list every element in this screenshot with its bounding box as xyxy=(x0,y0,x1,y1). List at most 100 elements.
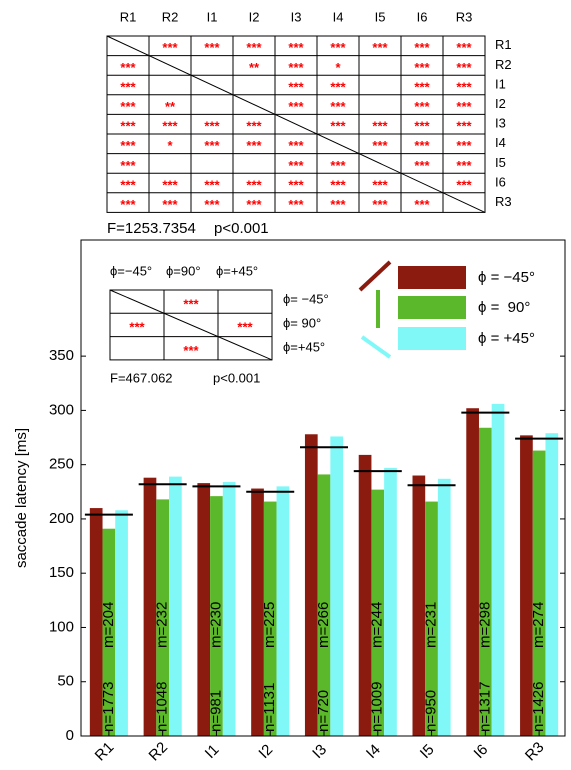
bar xyxy=(102,528,116,736)
sample-size-label: n=1009 xyxy=(369,682,386,732)
significance-stars: *** xyxy=(246,40,262,55)
matrix-diagonal xyxy=(106,35,486,213)
matrix-statistic: F=1253.7354 xyxy=(107,220,196,237)
bar xyxy=(466,408,479,736)
significance-stars: *** xyxy=(456,177,472,192)
bar xyxy=(143,477,157,736)
matrix-row-label: I4 xyxy=(495,135,506,150)
significance-stars: *** xyxy=(120,79,136,94)
significance-stars: *** xyxy=(330,99,346,114)
significance-stars: *** xyxy=(330,119,346,134)
bar xyxy=(491,403,505,736)
significance-stars: *** xyxy=(414,79,430,94)
legend-label: ϕ = +45° xyxy=(478,330,535,347)
x-tick-label: R2 xyxy=(145,739,171,765)
sample-size-label: n=1317 xyxy=(476,682,493,732)
plot-frame xyxy=(80,239,566,737)
significance-stars: *** xyxy=(183,296,199,311)
significance-stars: *** xyxy=(372,119,388,134)
significance-stars: *** xyxy=(204,177,220,192)
significance-stars: *** xyxy=(288,158,304,173)
significance-stars: *** xyxy=(414,99,430,114)
significance-stars: *** xyxy=(414,119,430,134)
significance-stars: ** xyxy=(249,60,260,75)
bar xyxy=(222,482,236,736)
sample-size-label: n=720 xyxy=(315,690,332,732)
inset-statistic: F=467.062 xyxy=(110,370,173,385)
inset-col-label: ϕ=−45° xyxy=(110,263,152,278)
significance-stars: *** xyxy=(456,119,472,134)
bar xyxy=(545,433,559,736)
inset-frame xyxy=(109,289,273,361)
significance-stars: *** xyxy=(120,197,136,212)
x-tick-label: I3 xyxy=(309,741,330,762)
mean-label: m=244 xyxy=(369,602,386,648)
significance-stars: *** xyxy=(414,197,430,212)
significance-stars: *** xyxy=(120,158,136,173)
significance-stars: *** xyxy=(204,40,220,55)
x-tick-label: R3 xyxy=(522,739,548,765)
significance-stars: *** xyxy=(372,40,388,55)
significance-stars: *** xyxy=(129,320,145,335)
legend-label: ϕ = −45° xyxy=(478,269,535,286)
inset-diagonal xyxy=(109,289,273,361)
significance-stars: *** xyxy=(288,60,304,75)
matrix-col-label: I2 xyxy=(249,9,260,24)
legend-icon xyxy=(360,335,392,359)
mean-label: m=266 xyxy=(315,602,332,648)
bar xyxy=(520,435,533,736)
legend-swatch xyxy=(398,266,466,289)
significance-stars: *** xyxy=(456,60,472,75)
matrix-frame xyxy=(106,35,486,213)
significance-stars: *** xyxy=(456,40,472,55)
bar xyxy=(532,450,546,736)
mean-label: m=204 xyxy=(100,602,117,648)
mean-label: m=230 xyxy=(207,602,224,648)
bar xyxy=(115,510,128,736)
significance-stars: *** xyxy=(456,99,472,114)
mean-label: m=232 xyxy=(154,602,171,648)
mean-label: m=298 xyxy=(476,602,493,648)
bar xyxy=(276,486,290,736)
bar xyxy=(89,508,103,736)
significance-stars: *** xyxy=(120,177,136,192)
significance-stars: *** xyxy=(288,99,304,114)
matrix-row-label: I3 xyxy=(495,116,506,131)
bar xyxy=(437,478,451,736)
significance-stars: * xyxy=(167,138,173,153)
bar xyxy=(169,476,182,736)
significance-stars: *** xyxy=(162,197,178,212)
matrix-col-label: R1 xyxy=(120,9,137,24)
significance-stars: *** xyxy=(330,158,346,173)
x-tick-label: I6 xyxy=(471,741,492,762)
significance-stars: *** xyxy=(120,99,136,114)
matrix-row-label: R2 xyxy=(495,57,512,72)
significance-stars: *** xyxy=(414,60,430,75)
significance-stars: *** xyxy=(288,79,304,94)
significance-stars: *** xyxy=(414,158,430,173)
matrix-row-label: R1 xyxy=(495,37,512,52)
matrix-row-label: I2 xyxy=(495,96,506,111)
y-tick-label: 100 xyxy=(49,618,74,635)
inset-row-label: ϕ=+45° xyxy=(283,339,325,354)
significance-stars: *** xyxy=(246,197,262,212)
significance-stars: *** xyxy=(246,138,262,153)
inset-col-label: ϕ=90° xyxy=(166,263,201,278)
matrix-col-label: I3 xyxy=(291,9,302,24)
significance-stars: *** xyxy=(120,119,136,134)
bar xyxy=(330,436,344,736)
significance-stars: *** xyxy=(120,60,136,75)
y-tick-label: 0 xyxy=(66,727,74,744)
bar xyxy=(358,454,372,736)
bar xyxy=(210,496,223,736)
significance-stars: *** xyxy=(162,119,178,134)
matrix-row-label: I6 xyxy=(495,174,506,189)
significance-stars: *** xyxy=(288,197,304,212)
significance-stars: *** xyxy=(204,138,220,153)
significance-stars: * xyxy=(335,60,341,75)
y-axis-label: saccade latency [ms] xyxy=(13,428,30,568)
significance-stars: *** xyxy=(120,138,136,153)
inset-col-label: ϕ=+45° xyxy=(216,263,258,278)
x-tick-label: R1 xyxy=(92,739,118,765)
